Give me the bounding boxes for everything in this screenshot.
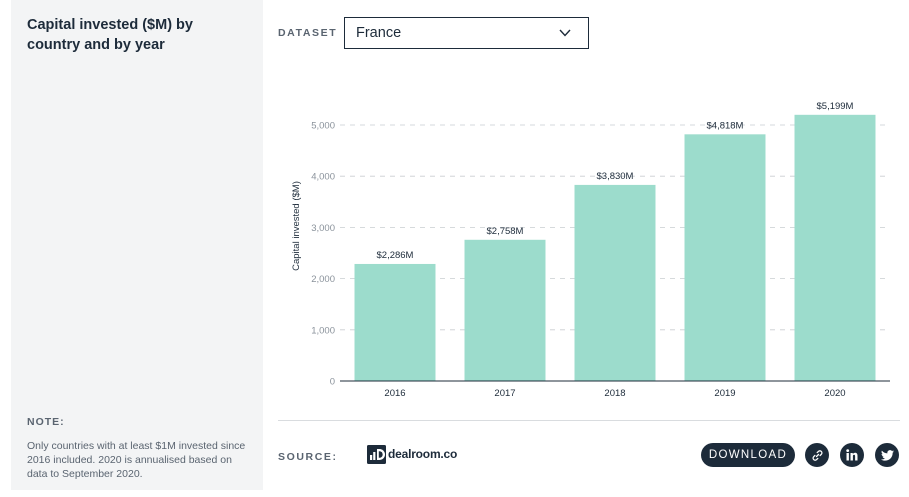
link-icon [812,449,822,461]
x-tick-label: 2019 [714,388,735,399]
y-axis-title: Capital invested ($M) [291,181,302,271]
dealroom-logo-mark-icon [367,444,386,464]
bar-value-label: $4,818M [707,120,744,131]
bar-value-label: $2,758M [487,226,524,237]
y-tick-label: 4,000 [311,172,335,183]
bar [574,184,656,381]
bar-value-label: $3,830M [597,171,634,182]
x-tick-label: 2020 [824,388,845,399]
dataset-label: DATASET [278,27,338,39]
source-label: SOURCE: [278,451,338,463]
x-tick-label: 2017 [494,388,515,399]
bar-chart: 0 1,000 2,000 3,000 4,000 5,000 $2,286M 2016 $2,… [291,101,890,399]
y-tick-label: 0 [330,377,335,388]
note-label: NOTE: [27,416,65,428]
x-tick-label: 2018 [604,388,625,399]
bar [464,239,546,381]
dealroom-logo[interactable]: dealroom.co [367,444,457,464]
chevron-down-icon [559,29,571,37]
chart-title: Capital invested ($M) by country and by … [27,17,193,53]
y-tick-label: 1,000 [311,325,335,336]
footer-divider [278,420,900,421]
bar-value-label: $2,286M [377,250,414,261]
dataset-selected-value: France [356,25,402,41]
download-button[interactable]: DOWNLOAD [701,443,795,467]
note-text: Only countries with at least $1M investe… [27,440,246,480]
y-tick-label: 5,000 [311,121,335,132]
twitter-icon [880,449,894,461]
logo-text: dealroom.co [388,447,458,461]
bar-value-label: $5,199M [817,101,854,112]
y-tick-label: 2,000 [311,274,335,285]
y-tick-label: 3,000 [311,223,335,234]
linkedin-share-button[interactable] [840,443,864,467]
x-tick-label: 2016 [384,388,405,399]
bar [794,114,876,381]
linkedin-icon [846,449,858,461]
dataset-select[interactable]: France [344,17,589,49]
sidebar-panel: Capital invested ($M) by country and by … [11,0,263,490]
bar [684,134,766,381]
bar [354,263,436,381]
twitter-share-button[interactable] [875,443,899,467]
copy-link-button[interactable] [805,443,829,467]
